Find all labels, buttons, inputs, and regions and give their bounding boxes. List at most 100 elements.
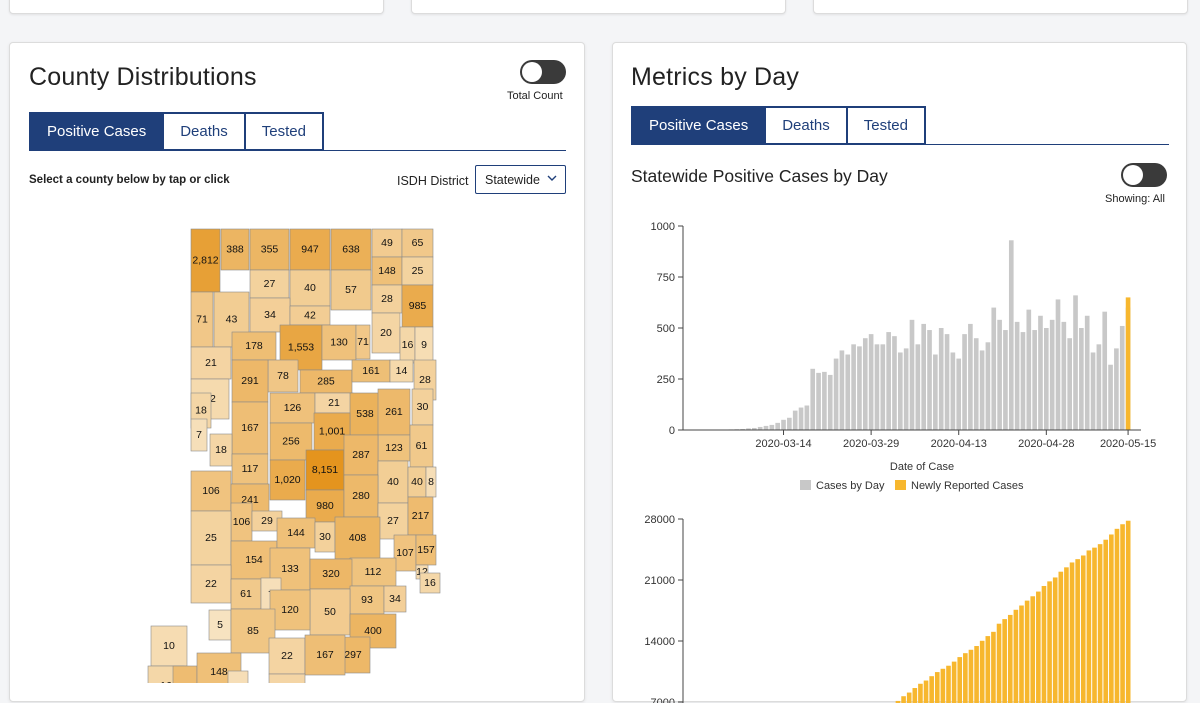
- county-cell[interactable]: 20: [372, 313, 400, 353]
- daily-case-bar: [845, 355, 850, 430]
- county-cell[interactable]: 217: [408, 497, 433, 535]
- county-cell[interactable]: 93: [350, 586, 384, 614]
- county-cell[interactable]: 40: [290, 270, 330, 306]
- county-cell[interactable]: 8: [426, 467, 436, 497]
- county-cell[interactable]: 22: [191, 565, 231, 603]
- county-cell[interactable]: 291: [232, 360, 268, 402]
- county-cell[interactable]: 106: [191, 471, 231, 511]
- county-cell[interactable]: 19: [269, 674, 305, 683]
- county-cell[interactable]: 40: [378, 461, 408, 503]
- tab-tested[interactable]: Tested: [244, 112, 324, 151]
- county-cell[interactable]: 107: [394, 535, 416, 571]
- top-card-1: [9, 0, 384, 14]
- tab-positive-cases[interactable]: Positive Cases: [29, 112, 164, 151]
- county-cell[interactable]: 28: [372, 285, 402, 313]
- cumulative-bar: [913, 688, 918, 703]
- county-cell[interactable]: 167: [232, 402, 268, 454]
- daily-case-bar: [1102, 312, 1107, 430]
- county-value-label: 638: [342, 243, 360, 255]
- county-cell[interactable]: 16: [400, 327, 415, 363]
- county-cell[interactable]: 61: [410, 425, 433, 467]
- county-cell[interactable]: 85: [231, 609, 275, 653]
- county-cell[interactable]: 22: [269, 638, 305, 674]
- daily-case-bar: [1085, 316, 1090, 430]
- metrics-tab-tested[interactable]: Tested: [846, 106, 926, 145]
- county-cell[interactable]: 61: [231, 579, 261, 609]
- county-cell[interactable]: 78: [268, 360, 298, 392]
- county-cell[interactable]: 30: [315, 522, 335, 552]
- county-cell[interactable]: 27: [378, 503, 408, 539]
- county-cell[interactable]: 123: [378, 435, 410, 461]
- county-cell[interactable]: 1,020: [270, 460, 305, 500]
- county-cell[interactable]: 25: [191, 511, 231, 565]
- tab-deaths[interactable]: Deaths: [162, 112, 246, 151]
- daily-case-bar: [805, 406, 810, 430]
- county-cell[interactable]: 8,151: [306, 450, 344, 490]
- county-cell[interactable]: 157: [416, 535, 436, 565]
- county-cell[interactable]: 30: [412, 389, 433, 425]
- cumulative-bar: [1070, 562, 1075, 703]
- county-cell[interactable]: 71: [356, 325, 370, 359]
- county-value-label: 49: [381, 237, 393, 249]
- county-cell[interactable]: 25: [402, 257, 433, 285]
- county-cell[interactable]: 285: [300, 370, 352, 393]
- county-cell[interactable]: 9: [415, 327, 433, 363]
- county-cell[interactable]: 10: [151, 626, 187, 666]
- county-cell[interactable]: 287: [344, 435, 378, 475]
- county-cell[interactable]: 388: [221, 229, 249, 270]
- county-cell[interactable]: 42: [290, 306, 330, 325]
- county-cell[interactable]: 21: [191, 347, 231, 379]
- county-cell[interactable]: 34: [384, 586, 406, 612]
- y-tick-label: 7000: [651, 697, 675, 703]
- county-cell[interactable]: 985: [402, 285, 433, 327]
- county-value-label: 21: [205, 357, 217, 369]
- county-cell[interactable]: 106: [231, 503, 252, 541]
- county-cell[interactable]: 261: [378, 389, 410, 435]
- county-cell[interactable]: 408: [335, 517, 380, 559]
- county-cell[interactable]: 120: [270, 590, 310, 630]
- county-cell[interactable]: 50: [310, 589, 350, 635]
- county-cell[interactable]: 2,812: [191, 229, 220, 292]
- county-cell[interactable]: 167: [305, 635, 345, 675]
- county-cell[interactable]: 27: [250, 270, 289, 298]
- county-cell[interactable]: 7: [191, 419, 207, 451]
- daily-case-bar: [1062, 322, 1067, 430]
- county-cell[interactable]: 126: [270, 393, 315, 423]
- county-cell[interactable]: 40: [408, 467, 426, 497]
- county-cell[interactable]: 49: [372, 229, 402, 257]
- county-cell[interactable]: 112: [350, 558, 396, 586]
- county-cell[interactable]: 638: [331, 229, 371, 270]
- county-cell[interactable]: 18: [210, 434, 232, 466]
- county-cell[interactable]: 947: [290, 229, 330, 270]
- county-cell[interactable]: 538: [350, 393, 380, 435]
- county-cell[interactable]: 117: [232, 454, 268, 484]
- total-count-label: Total Count: [507, 90, 563, 102]
- county-cell[interactable]: 130: [322, 325, 356, 360]
- county-cell[interactable]: 21: [315, 393, 353, 413]
- county-cell[interactable]: 161: [352, 360, 390, 382]
- county-cell[interactable]: 8: [228, 671, 248, 683]
- y-tick-label: 250: [657, 374, 675, 386]
- county-cell[interactable]: 320: [310, 559, 352, 589]
- showing-all-toggle[interactable]: [1121, 163, 1167, 187]
- county-value-label: 947: [301, 243, 319, 255]
- county-cell[interactable]: 16: [420, 573, 440, 593]
- district-select[interactable]: Statewide: [475, 165, 566, 194]
- county-cell[interactable]: 280: [344, 475, 378, 517]
- metrics-tab-positive-cases[interactable]: Positive Cases: [631, 106, 766, 145]
- total-count-toggle[interactable]: [520, 60, 566, 84]
- metrics-tab-deaths[interactable]: Deaths: [764, 106, 848, 145]
- daily-case-bar: [834, 359, 839, 430]
- county-value-label: 133: [281, 563, 299, 575]
- county-cell[interactable]: 71: [191, 292, 213, 347]
- county-cell[interactable]: 57: [331, 270, 371, 310]
- county-cell[interactable]: 144: [277, 518, 315, 548]
- county-cell[interactable]: 148: [372, 257, 402, 285]
- county-cell[interactable]: 355: [250, 229, 289, 270]
- county-cell[interactable]: 14: [390, 360, 413, 382]
- county-cell[interactable]: 178: [232, 332, 276, 360]
- county-cell[interactable]: 65: [402, 229, 433, 257]
- cumulative-bar: [1098, 544, 1103, 703]
- county-cell[interactable]: 5: [209, 610, 231, 640]
